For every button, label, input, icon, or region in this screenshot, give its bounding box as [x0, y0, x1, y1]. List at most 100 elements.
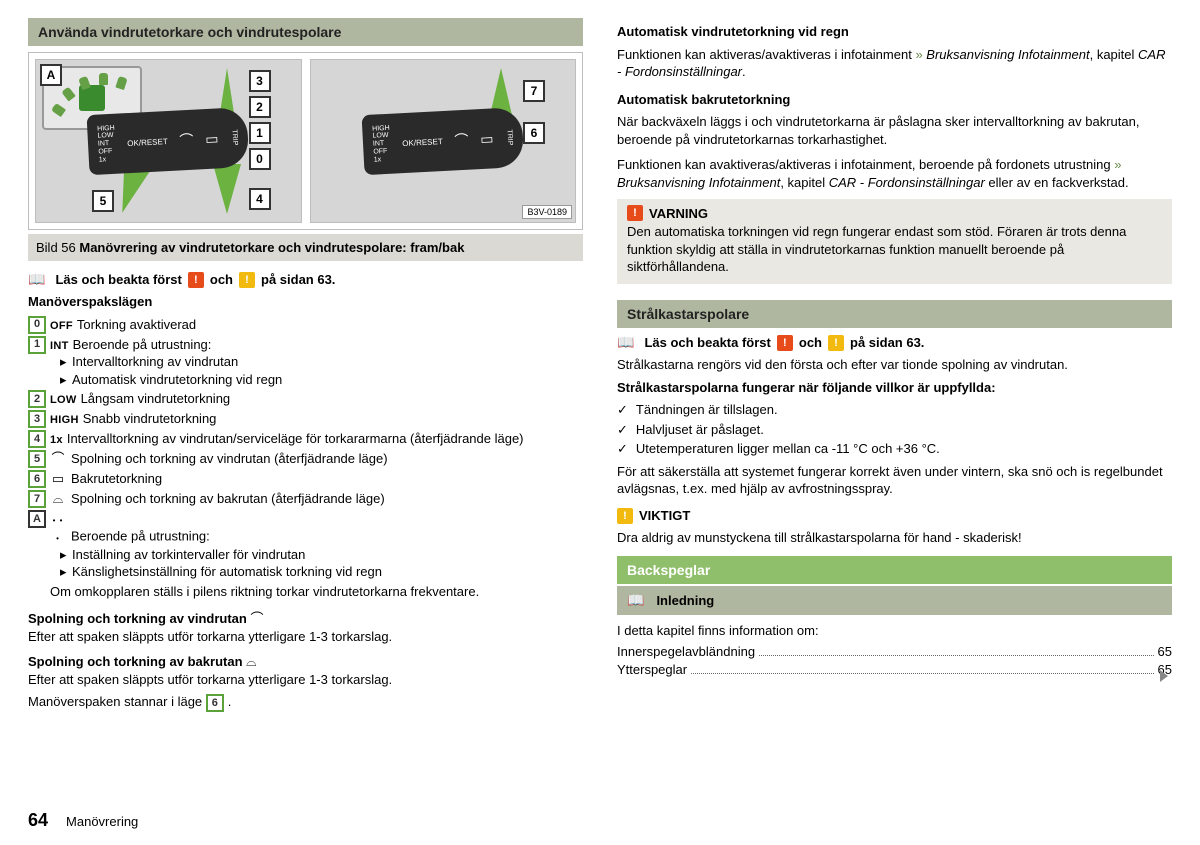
washer-rear-icon: ⌓: [246, 654, 256, 669]
figure-left-panel: A HIGH LOW INT OFF 1x OK/RESET: [35, 59, 302, 223]
important-title: VIKTIGT: [639, 508, 690, 523]
warn-yellow-icon: !: [828, 335, 844, 351]
condition-item: ✓ Utetemperaturen ligger mellan ca -11 °C…: [617, 440, 1172, 458]
left-column: Använda vindrutetorkare och vindrutespol…: [28, 18, 583, 717]
book-icon: [617, 334, 638, 351]
warn-red-icon: !: [188, 272, 204, 288]
toc-title: I detta kapitel finns information om:: [617, 623, 1172, 638]
auto-rear-title: Automatisk bakrutetorkning: [617, 91, 1172, 109]
read-first-pre: Läs och beakta först: [644, 335, 770, 350]
lever-mode-label: HIGH: [50, 414, 79, 426]
trip-label: TRIP: [505, 129, 514, 145]
lever-key: 6: [28, 470, 46, 488]
dots-icon: [53, 511, 64, 544]
toc-label: Innerspegelavbländning: [617, 644, 755, 659]
lever-ok: OK/RESET: [402, 137, 443, 148]
warning-text: Den automatiska torkningen vid regn fung…: [617, 223, 1172, 284]
auto-front-title: Automatisk vindrutetorkning vid regn: [617, 23, 1172, 41]
continue-arrow-icon: [1160, 670, 1168, 682]
lever-item-body: ▭ Bakrutetorkning: [50, 470, 583, 488]
lever-tick: 1x: [373, 155, 391, 164]
arrow-down-icon: [213, 164, 241, 214]
lever-item-text: Torkning avaktiverad: [77, 317, 196, 332]
lever-mode-label: 1x: [50, 434, 63, 446]
chapter-name: Manövrering: [66, 814, 138, 829]
toc-label: Ytterspeglar: [617, 662, 687, 677]
lever-key: 1: [28, 336, 46, 354]
lever-item-body: INTBeroende på utrustning:Intervalltorkn…: [50, 336, 583, 389]
condition-text: Utetemperaturen ligger mellan ca -11 °C …: [636, 440, 1172, 458]
auto-rear-text2: Funktionen kan avaktiveras/aktiveras i i…: [617, 156, 1172, 191]
wiper-icon: ⌒: [454, 130, 469, 151]
ref-car: CAR - Fordonsinställningar: [829, 175, 985, 190]
lever-stays-suf: .: [228, 694, 232, 709]
lever-stays-row: Manöverspaken stannar i läge 6.: [28, 693, 583, 712]
wiper-icon: ▭: [480, 130, 494, 148]
text: Funktionen kan aktiveras/avaktiveras i i…: [617, 47, 915, 62]
warn-red-icon: !: [777, 335, 793, 351]
caption-prefix: Bild 56: [36, 240, 79, 255]
arc-dot: [115, 76, 127, 90]
lever-mode-label: LOW: [50, 394, 77, 406]
lever-item-text: Långsam vindrutetorkning: [81, 391, 231, 406]
text: , kapitel: [780, 175, 828, 190]
callout-0: 0: [249, 148, 271, 170]
headlight-text2: För att säkerställa att systemet fungera…: [617, 463, 1172, 498]
section-header-wipers: Använda vindrutetorkare och vindrutespol…: [28, 18, 583, 46]
wash-front-title: Spolning och torkning av vindrutan: [28, 611, 250, 626]
callout-5: 5: [92, 190, 114, 212]
lever-mode-label: INT: [50, 340, 69, 352]
section-header-mirrors: Backspeglar: [617, 556, 1172, 584]
wash-rear-text: Efter att spaken släppts utför torkarna …: [28, 672, 392, 687]
important-block: ! VIKTIGT Dra aldrig av munstyckena till…: [617, 508, 1172, 547]
lever-item: A Beroende på utrustning: Inställning av t…: [28, 510, 583, 600]
headlight-text1: Strålkastarna rengörs vid den första och…: [617, 356, 1172, 374]
lever-symbol-icon: ⌒: [50, 450, 66, 468]
figure-caption: Bild 56 Manövrering av vindrutetorkare o…: [28, 234, 583, 261]
lever-key: 7: [28, 490, 46, 508]
lever-item-body: LOW Långsam vindrutetorkning: [50, 390, 583, 408]
lever-item-text: Bakrutetorkning: [71, 471, 162, 486]
arc-dot: [99, 73, 108, 85]
check-icon: ✓: [617, 421, 628, 439]
wiper-icon: ⌒: [179, 130, 194, 151]
read-first-pre: Läs och beakta först: [55, 272, 181, 287]
lever-symbol-icon: ▭: [50, 470, 66, 488]
wash-front-block: Spolning och torkning av vindrutan ⌒ Eft…: [28, 610, 583, 645]
section-header-headlight: Strålkastarspolare: [617, 300, 1172, 328]
read-first-row-2: Läs och beakta först ! och ! på sidan 63…: [617, 334, 1172, 351]
toc: Innerspegelavbländning65Ytterspeglar65: [617, 644, 1172, 677]
subsection-title: Inledning: [656, 593, 714, 608]
lever-stays-key: 6: [206, 694, 224, 712]
lever-key: 3: [28, 410, 46, 428]
lever-key: 5: [28, 450, 46, 468]
figure-id: B3V-0189: [522, 205, 572, 219]
important-text: Dra aldrig av munstyckena till strålkast…: [617, 529, 1172, 547]
trip-label: TRIP: [230, 129, 239, 145]
headlight-cond-title: Strålkastarspolarna fungerar när följand…: [617, 379, 1172, 397]
condition-text: Tändningen är tillslagen.: [636, 401, 1172, 419]
lever-key: A: [28, 510, 46, 528]
headlight-cond-list: ✓Tändningen är tillslagen.✓Halvljuset är…: [617, 401, 1172, 458]
wiper-lever: HIGH LOW INT OFF 1x OK/RESET ⌒ ▭ TRIP: [87, 107, 250, 175]
lever-sub-bullet: Inställning av torkintervaller för vindr…: [50, 546, 583, 564]
callout-7: 7: [523, 80, 545, 102]
lever-positions-title: Manöverspakslägen: [28, 293, 583, 311]
text: .: [742, 64, 746, 79]
wiper-icon: ▭: [205, 130, 219, 148]
warning-block: ! VARNING Den automatiska torkningen vid…: [617, 199, 1172, 284]
lever-sub-bullet: Automatisk vindrutetorkning vid regn: [50, 371, 583, 389]
lever-item-text: Beroende på utrustning:: [71, 529, 210, 544]
lever-key: 0: [28, 316, 46, 334]
lever-item: 1INTBeroende på utrustning:Intervalltork…: [28, 336, 583, 389]
check-icon: ✓: [617, 440, 628, 458]
auto-front-text: Funktionen kan aktiveras/avaktiveras i i…: [617, 46, 1172, 81]
toc-row: Innerspegelavbländning65: [617, 644, 1172, 659]
washer-front-icon: ⌒: [250, 611, 263, 626]
lever-item-after: Om omkopplaren ställs i pilens riktning …: [50, 583, 583, 601]
lever-item: 7⌓Spolning och torkning av bakrutan (åte…: [28, 490, 583, 508]
read-first-mid: och: [799, 335, 822, 350]
lever-item-text: Intervalltorkning av vindrutan/servicelä…: [67, 431, 524, 446]
auto-rear-text: När backväxeln läggs i och vindrutetorka…: [617, 113, 1172, 148]
lever-item-text: Beroende på utrustning:: [73, 337, 212, 352]
